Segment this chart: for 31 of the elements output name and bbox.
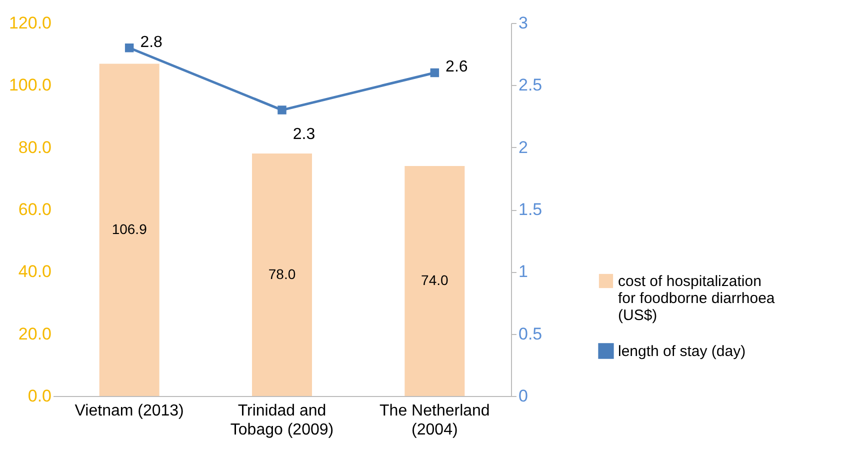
y-tick-label: 80.0 bbox=[18, 138, 52, 157]
y2-tick-label: 1 bbox=[518, 262, 528, 282]
point bbox=[430, 68, 440, 78]
x-tick-label: Trinidad and Tobago (2009) bbox=[230, 402, 334, 438]
data-label: 2.8 bbox=[140, 34, 163, 51]
y-tick-label: 40.0 bbox=[18, 262, 52, 282]
y-tick-label: 20.0 bbox=[18, 324, 52, 344]
y2-tick-label: 1.5 bbox=[518, 200, 542, 219]
legend-label: length of stay (day) bbox=[618, 343, 746, 360]
y2-tick-label: 3 bbox=[518, 14, 528, 32]
data-label: 2.6 bbox=[446, 58, 468, 76]
point bbox=[278, 106, 286, 114]
data-label: 106.9 bbox=[112, 220, 148, 237]
data-label: 78.0 bbox=[268, 266, 296, 282]
y2-tick-label: 2.5 bbox=[518, 76, 542, 95]
y2-tick-label: 0 bbox=[518, 386, 528, 406]
bar bbox=[252, 154, 312, 396]
data-label: 2.3 bbox=[292, 126, 316, 144]
x-tick-label: The Netherland (2004) bbox=[380, 402, 490, 438]
data-label: 74.0 bbox=[421, 272, 449, 288]
y-tick-label: 0.0 bbox=[28, 386, 52, 406]
y-tick-label: 60.0 bbox=[18, 200, 52, 219]
bar bbox=[404, 166, 465, 396]
point bbox=[124, 43, 134, 52]
x-tick-label: Vietnam (2013) bbox=[74, 402, 184, 420]
legend-label: cost of hospitalization for foodborne diarrhoea (US$) bbox=[618, 273, 776, 324]
y-tick-label: 100.0 bbox=[8, 76, 52, 95]
y2-tick-label: 2 bbox=[518, 138, 528, 157]
y2-tick-label: 0.5 bbox=[518, 324, 542, 344]
bar bbox=[99, 64, 160, 396]
y-tick-label: 120.0 bbox=[8, 14, 52, 32]
